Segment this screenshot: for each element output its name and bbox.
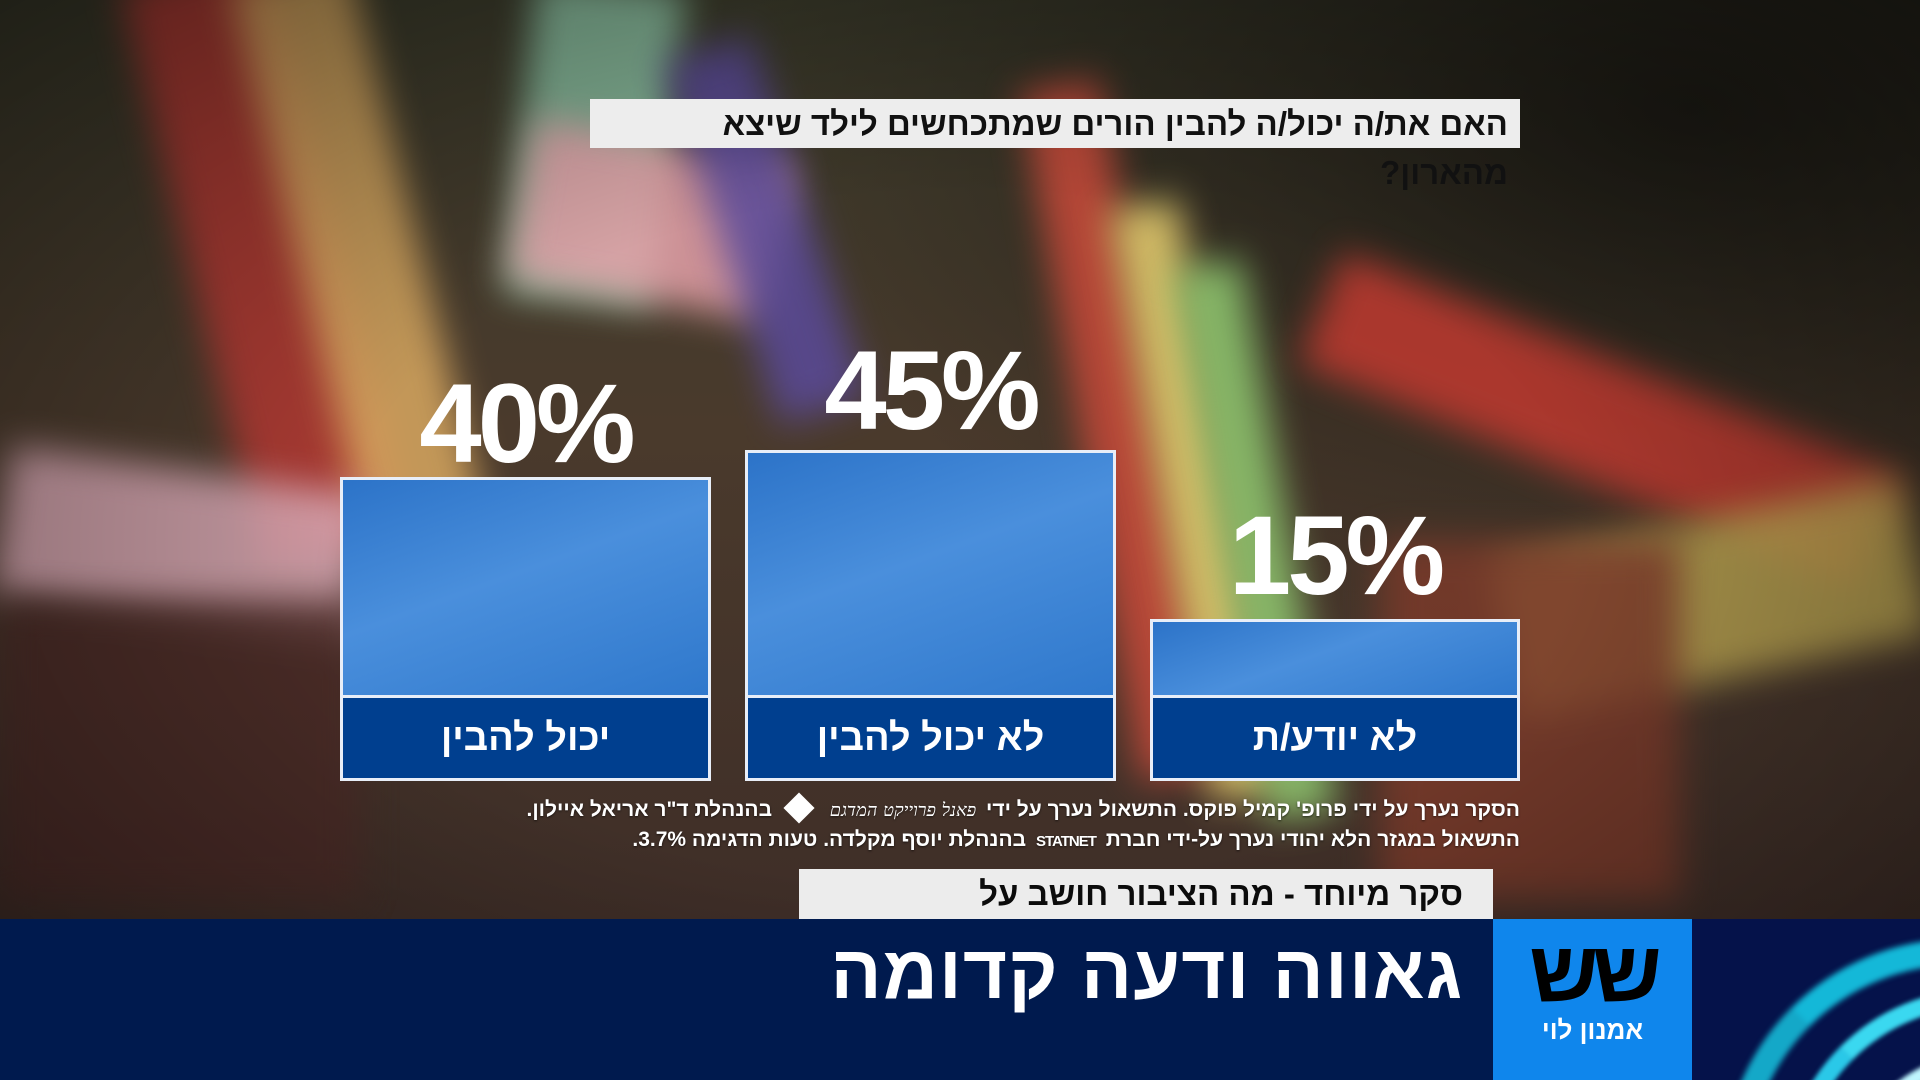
poll-question: האם את/ה יכול/ה להבין הורים שמתכחשים ליל…: [590, 99, 1520, 191]
headline: גאווה ודעה קדומה: [830, 930, 1463, 1015]
bar-label: יכול להבין: [340, 695, 711, 781]
footnote-line-2: התשאול במגזר הלא יהודי נערך על-ידי חברת …: [486, 825, 1520, 856]
diamond-logo-icon: [783, 792, 815, 824]
segment-subtitle: סקר מיוחד - מה הציבור חושב על הלהט"בים?: [799, 869, 1493, 962]
show-logo-mark: שש: [1529, 924, 1662, 1020]
bar-value: 40%: [419, 361, 635, 486]
footnote-text: התשאול במגזר הלא יהודי נערך על-ידי חברת: [1105, 828, 1520, 851]
bar-dont-know: 15% לא יודע/ת: [1150, 500, 1520, 781]
bar-label: לא יכול להבין: [745, 695, 1116, 781]
show-logo: שש אמנון לוי: [1493, 919, 1692, 1080]
bar-value: 45%: [824, 328, 1040, 453]
statnet-logo: STATNET: [1035, 833, 1097, 850]
footnote-text: בהנהלת יוסף מקלדה. טעות הדגימה 3.7%.: [632, 828, 1027, 851]
host-name: אמנון לוי: [1541, 1015, 1644, 1045]
bar-fill: [1150, 619, 1520, 695]
decorative-light-graphic: [1692, 919, 1920, 1080]
footnote-text: הסקר נערך על ידי פרופ' קמיל פוקס. התשאול…: [986, 798, 1520, 821]
bar-fill: [745, 450, 1116, 695]
footnote-text: בהנהלת ד"ר אריאל איילון.: [526, 798, 773, 821]
bar-value: 15%: [1228, 493, 1445, 618]
bar-can-understand: 40% יכול להבין: [340, 360, 711, 781]
footnote-line-1: הסקר נערך על ידי פרופ' קמיל פוקס. התשאול…: [486, 792, 1520, 825]
bar-cannot-understand: 45% לא יכול להבין: [745, 335, 1116, 781]
bar-label: לא יודע/ת: [1150, 695, 1520, 781]
panel-project-logo: פאנל פרוייקט המדגם: [829, 800, 977, 821]
headline-banner: גאווה ודעה קדומה: [0, 919, 1493, 1080]
bar-fill: [340, 477, 711, 695]
poll-methodology-footnote: הסקר נערך על ידי פרופ' קמיל פוקס. התשאול…: [486, 792, 1520, 856]
